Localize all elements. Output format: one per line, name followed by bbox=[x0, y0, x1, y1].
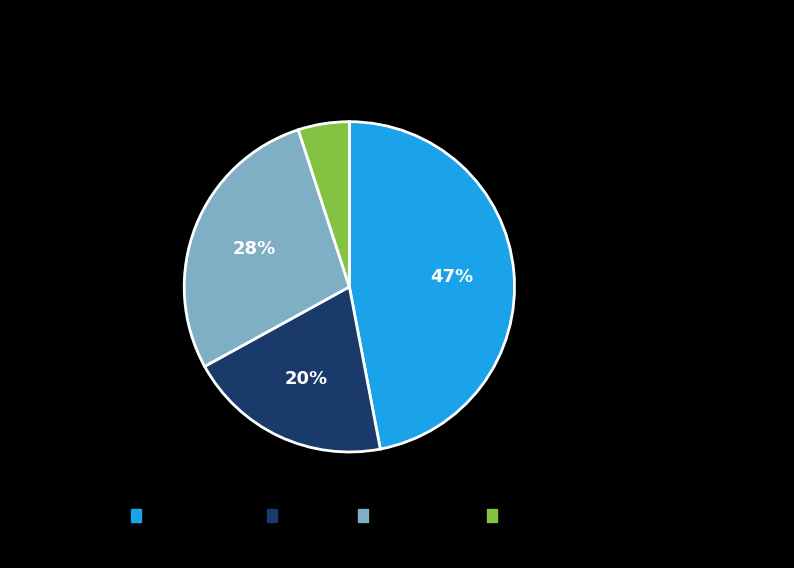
Wedge shape bbox=[184, 130, 349, 366]
Wedge shape bbox=[349, 122, 515, 449]
Legend: North America, Europe, Rest of World, Israel: North America, Europe, Rest of World, Is… bbox=[125, 504, 542, 528]
Wedge shape bbox=[205, 287, 380, 452]
Wedge shape bbox=[299, 122, 349, 287]
Text: 20%: 20% bbox=[284, 370, 327, 389]
Text: 28%: 28% bbox=[233, 240, 276, 258]
Text: 47%: 47% bbox=[430, 268, 473, 286]
